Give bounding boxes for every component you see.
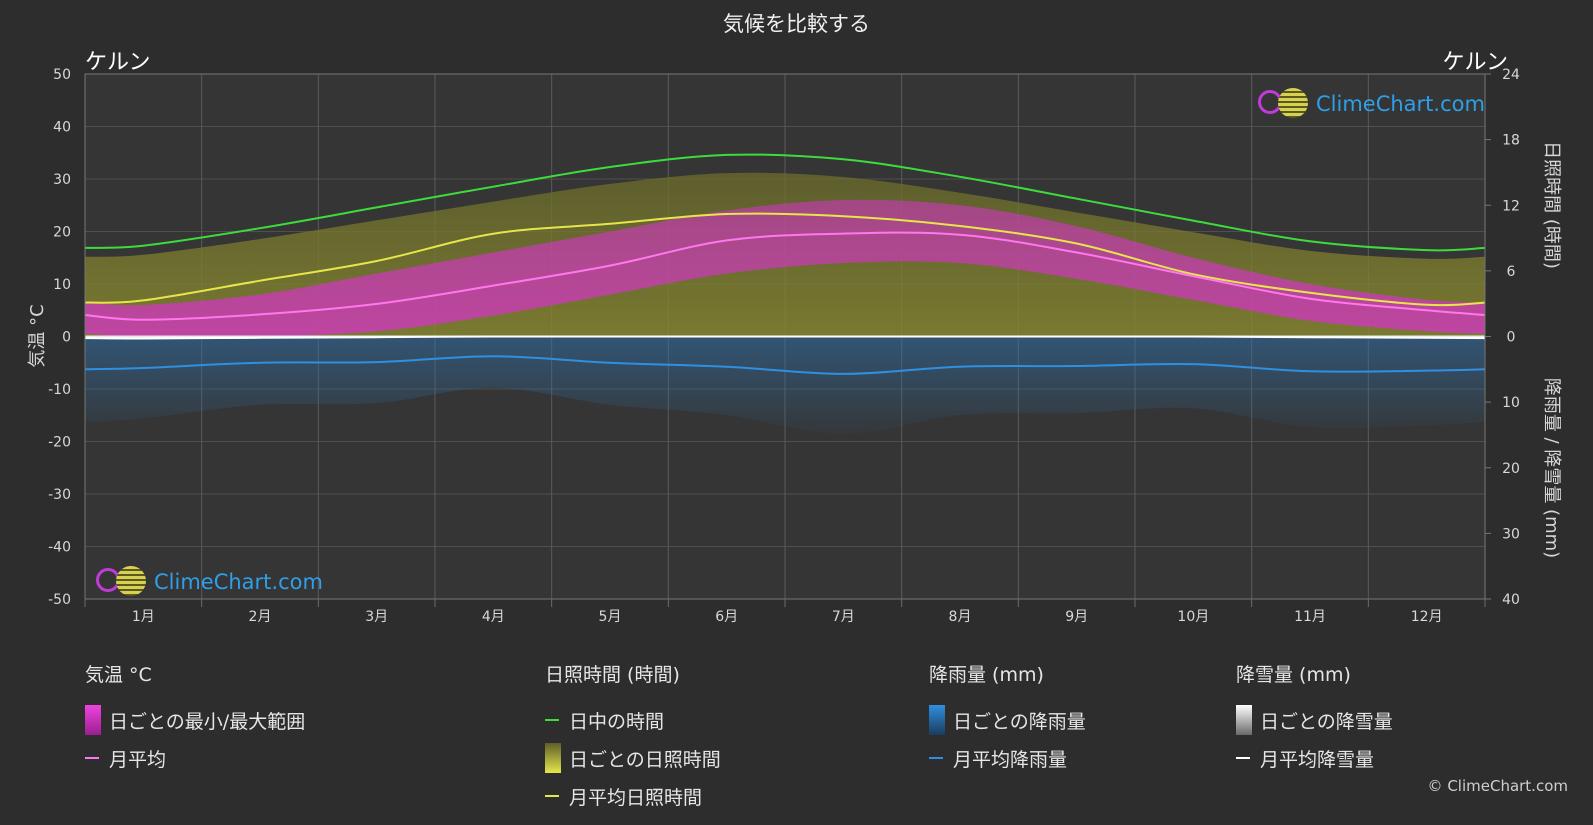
temp-tick-label: 30 xyxy=(53,172,71,188)
sun-tick-label: 18 xyxy=(1502,133,1520,149)
sunshine-avg-line xyxy=(84,212,1486,307)
climechart-logo-icon xyxy=(96,566,152,598)
axis-right-bottom-title: 降雨量 / 降雪量 (mm) xyxy=(1541,377,1562,559)
legend-item: 日中の時間 xyxy=(545,701,721,739)
sun-tick-label: 24 xyxy=(1502,67,1520,83)
temp-tick-label: 0 xyxy=(62,330,71,346)
legend-temperature: 気温 °C 日ごとの最小/最大範囲 月平均 xyxy=(85,660,305,777)
sunshine-swatch xyxy=(545,743,561,773)
location-left: ケルン xyxy=(85,50,151,75)
legend-header: 降雨量 (mm) xyxy=(929,664,1044,686)
climechart-logo-icon xyxy=(1258,88,1314,120)
month-label: 12月 xyxy=(1411,609,1443,625)
legend-rain: 降雨量 (mm) 日ごとの降雨量 月平均降雨量 xyxy=(929,660,1086,777)
rain-avg-swatch xyxy=(929,757,943,759)
month-label: 10月 xyxy=(1177,609,1209,625)
daylight-line xyxy=(84,153,1486,252)
legend-sunshine: 日照時間 (時間) 日中の時間 日ごとの日照時間 月平均日照時間 xyxy=(545,660,721,815)
month-label: 5月 xyxy=(599,609,622,625)
watermark-text: ClimeChart.com xyxy=(1316,92,1485,116)
temp-range-area xyxy=(85,199,1485,338)
legend-item: 日ごとの最小/最大範囲 xyxy=(85,701,305,739)
axis-right-top-title: 日照時間 (時間) xyxy=(1541,141,1562,269)
temp-tick-label: -40 xyxy=(48,540,71,556)
temp-tick-label: 40 xyxy=(53,120,71,136)
precip-tick-label: 20 xyxy=(1502,461,1520,477)
watermark-bottom: ClimeChart.com xyxy=(96,566,323,598)
month-label: 1月 xyxy=(132,609,155,625)
legend-item: 月平均降雪量 xyxy=(1236,739,1393,777)
month-label: 7月 xyxy=(832,609,855,625)
month-label: 9月 xyxy=(1065,609,1088,625)
precip-tick-label: 40 xyxy=(1502,592,1520,608)
sun-tick-label: 0 xyxy=(1507,330,1516,346)
rain-swatch xyxy=(929,705,945,735)
month-label: 4月 xyxy=(482,609,505,625)
axis-left-title: 気温 °C xyxy=(27,304,48,368)
month-label: 6月 xyxy=(715,609,738,625)
snow-avg-line xyxy=(84,335,1486,340)
temp-range-swatch xyxy=(85,705,101,735)
precip-tick-label: 10 xyxy=(1502,395,1520,411)
temp-avg-swatch xyxy=(85,757,99,759)
legend-item: 月平均降雨量 xyxy=(929,739,1086,777)
legend-item: 日ごとの降雪量 xyxy=(1236,701,1393,739)
snow-swatch xyxy=(1236,705,1252,735)
temp-tick-label: -50 xyxy=(48,592,71,608)
legend-header: 気温 °C xyxy=(85,664,152,686)
daily-rain-area xyxy=(85,336,1485,434)
month-label: 3月 xyxy=(365,609,388,625)
month-label: 2月 xyxy=(249,609,272,625)
temp-tick-label: 50 xyxy=(53,67,71,83)
legend-header: 降雪量 (mm) xyxy=(1236,664,1351,686)
copyright: © ClimeChart.com xyxy=(1427,777,1568,795)
daylight-swatch xyxy=(545,719,559,721)
legend-item: 月平均 xyxy=(85,739,305,777)
climate-chart: 50 40 30 20 10 0 -10 -20 -30 -40 -50 1月 2月 3月 4月 5月 6月 7月… xyxy=(48,67,1520,625)
temp-tick-label: -10 xyxy=(48,382,71,398)
temp-tick-label: 20 xyxy=(53,225,71,241)
sun-tick-label: 6 xyxy=(1507,264,1516,280)
precip-tick-label: 30 xyxy=(1502,526,1520,542)
legend-header: 日照時間 (時間) xyxy=(545,664,680,686)
location-right: ケルン xyxy=(1442,50,1508,75)
sunshine-avg-swatch xyxy=(545,795,559,797)
temp-tick-label: 10 xyxy=(53,277,71,293)
legend-item: 日ごとの日照時間 xyxy=(545,739,721,777)
watermark-text: ClimeChart.com xyxy=(154,570,323,594)
rain-avg-line xyxy=(84,355,1486,375)
month-label: 8月 xyxy=(949,609,972,625)
temp-tick-label: -20 xyxy=(48,435,71,451)
month-label: 11月 xyxy=(1294,609,1326,625)
watermark-top: ClimeChart.com xyxy=(1258,88,1485,120)
chart-title: 気候を比較する xyxy=(723,12,870,36)
temp-avg-line xyxy=(84,231,1486,321)
snow-avg-swatch xyxy=(1236,757,1250,759)
sun-tick-label: 12 xyxy=(1502,198,1520,214)
legend-item: 日ごとの降雨量 xyxy=(929,701,1086,739)
legend-snow: 降雪量 (mm) 日ごとの降雪量 月平均降雪量 xyxy=(1236,660,1393,777)
temp-tick-label: -30 xyxy=(48,487,71,503)
legend-item: 月平均日照時間 xyxy=(545,777,721,815)
